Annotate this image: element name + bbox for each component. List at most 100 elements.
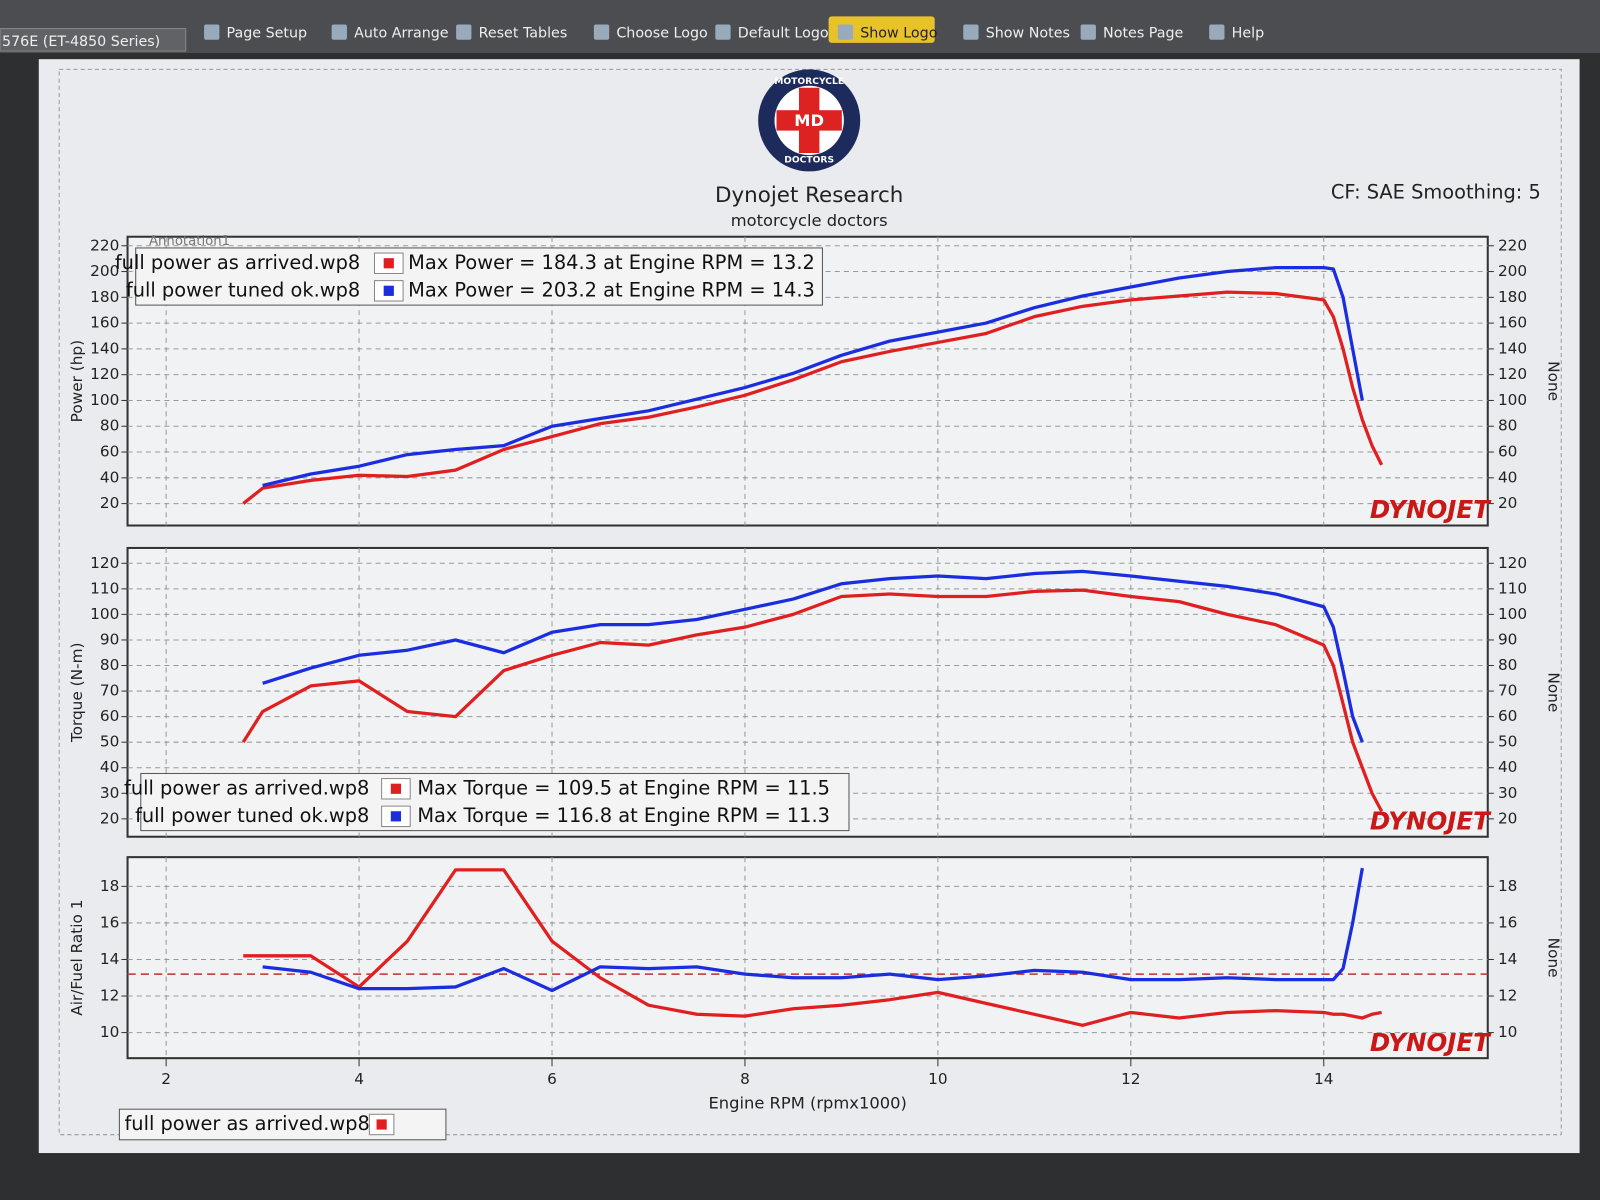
y-axis-title: Torque (N-m) — [68, 643, 86, 744]
dropdown[interactable] — [0, 28, 187, 52]
legend-box — [140, 772, 850, 832]
logo: MOTORCYCLE MD DOCTORS — [758, 69, 861, 172]
x-tick-label: 8 — [740, 1070, 750, 1088]
x-tick-label: 6 — [547, 1070, 557, 1088]
y2-tick-label: 100 — [1498, 391, 1527, 409]
legend-label: full power tuned ok.wp8 — [135, 804, 369, 827]
toolbar-icon[interactable] — [331, 24, 347, 40]
plot-area — [126, 856, 1489, 1060]
toolbar-button[interactable]: Choose Logo — [616, 26, 707, 42]
y-tick-label: 120 — [90, 554, 119, 572]
y2-tick-label: 140 — [1498, 339, 1527, 357]
y-tick-label: 10 — [100, 1023, 119, 1041]
y-tick-label: 30 — [100, 784, 119, 802]
y-tick-label: 200 — [90, 262, 119, 280]
legend-note: Max Power = 203.2 at Engine RPM = 14.3 — [408, 278, 815, 301]
y-tick-label: 40 — [100, 468, 119, 486]
annotation: Annotation1 — [149, 234, 230, 249]
toolbar-icon[interactable] — [837, 24, 854, 40]
toolbar — [0, 0, 1600, 54]
x-tick-label: 14 — [1314, 1070, 1333, 1088]
y2-tick-label: 40 — [1498, 758, 1517, 776]
series-line — [262, 266, 1364, 488]
toolbar-button[interactable]: Show Notes — [986, 26, 1070, 42]
x-tick-label: 2 — [161, 1070, 171, 1088]
legend-swatch — [390, 783, 402, 794]
y-tick-label: 18 — [100, 877, 119, 895]
y-tick-label: 100 — [90, 605, 119, 623]
y-tick-label: 12 — [100, 987, 119, 1005]
y-tick-label: 16 — [100, 913, 119, 931]
y2-tick-label: 100 — [1498, 605, 1527, 623]
series-line — [262, 569, 1364, 743]
toolbar-icon[interactable] — [1080, 24, 1096, 40]
watermark: DYNOJET — [1370, 1028, 1492, 1057]
y-tick-label: 60 — [100, 443, 119, 461]
legend-note: Max Torque = 109.5 at Engine RPM = 11.5 — [417, 776, 830, 799]
y2-tick-label: 30 — [1498, 784, 1517, 802]
y2-tick-label: 20 — [1498, 809, 1517, 827]
watermark: DYNOJET — [1370, 806, 1492, 835]
y-tick-label: 90 — [100, 630, 119, 648]
toolbar-button[interactable]: Notes Page — [1103, 26, 1183, 42]
active-button — [828, 16, 935, 43]
series-line — [243, 868, 1382, 1027]
toolbar-button[interactable]: Reset Tables — [479, 26, 568, 42]
x-tick-label: 10 — [928, 1070, 947, 1088]
y2-tick-label: 160 — [1498, 314, 1527, 332]
y2-tick-label: 120 — [1498, 365, 1527, 383]
y2-tick-label: 120 — [1498, 554, 1527, 572]
y-tick-label: 80 — [100, 656, 119, 674]
dropdown-text[interactable]: 576E (ET-4850 Series) — [2, 34, 160, 50]
y-tick-label: 20 — [100, 494, 119, 512]
y-tick-label: 40 — [100, 758, 119, 776]
y2-tick-label: 14 — [1498, 950, 1517, 968]
y-tick-label: 120 — [90, 365, 119, 383]
report-subtitle: motorcycle doctors — [731, 211, 888, 230]
y2-tick-label: 220 — [1498, 236, 1527, 254]
series-line — [241, 588, 1384, 812]
legend-label: full power as arrived.wp8 — [115, 251, 360, 274]
toolbar-button[interactable]: Help — [1232, 26, 1265, 42]
y2-tick-label: 40 — [1498, 468, 1517, 486]
x-axis-title: Engine RPM (rpmx1000) — [708, 1094, 906, 1113]
y2-tick-label: 80 — [1498, 417, 1517, 435]
toolbar-icon[interactable] — [593, 24, 610, 40]
y-tick-label: 100 — [90, 391, 119, 409]
y-tick-label: 70 — [100, 682, 119, 700]
y2-tick-label: 180 — [1498, 288, 1527, 306]
footer-swatch — [376, 1119, 387, 1130]
watermark: DYNOJET — [1370, 495, 1492, 524]
toolbar-icon[interactable] — [456, 24, 472, 40]
y2-axis-title: None — [1545, 361, 1563, 401]
toolbar-button[interactable]: Show Logo — [860, 26, 937, 42]
y2-tick-label: 18 — [1498, 877, 1517, 895]
legend-note: Max Torque = 116.8 at Engine RPM = 11.3 — [417, 804, 830, 827]
toolbar-button[interactable]: Default Logo — [738, 26, 829, 42]
y-axis-title: Air/Fuel Ratio 1 — [68, 900, 86, 1016]
y2-axis-title: None — [1545, 672, 1563, 712]
logo-text: DOCTORS — [784, 155, 834, 166]
y-tick-label: 160 — [90, 314, 119, 332]
toolbar-button[interactable]: Page Setup — [227, 26, 308, 42]
toolbar-icon[interactable] — [1209, 24, 1225, 40]
series-line — [262, 867, 1364, 993]
y2-tick-label: 80 — [1498, 656, 1517, 674]
y2-tick-label: 200 — [1498, 262, 1527, 280]
y-tick-label: 14 — [100, 950, 119, 968]
legend-label: full power tuned ok.wp8 — [126, 278, 360, 301]
y-tick-label: 80 — [100, 417, 119, 435]
y-tick-label: 110 — [90, 579, 119, 597]
y-tick-label: 180 — [90, 288, 119, 306]
toolbar-icon[interactable] — [204, 24, 220, 40]
toolbar-icon[interactable] — [963, 24, 979, 40]
logo-text: MOTORCYCLE — [774, 76, 844, 87]
legend-swatch — [390, 811, 402, 822]
y-axis-title: Power (hp) — [68, 340, 86, 422]
toolbar-icon[interactable] — [715, 24, 731, 40]
legend-note: Max Power = 184.3 at Engine RPM = 13.2 — [408, 251, 815, 274]
toolbar-button[interactable]: Auto Arrange — [354, 26, 449, 42]
legend-swatch — [383, 258, 394, 269]
